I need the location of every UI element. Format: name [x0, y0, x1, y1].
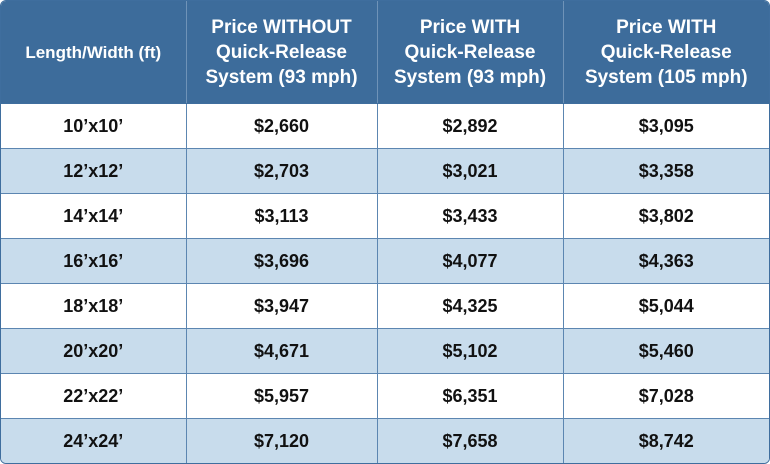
price-cell: $2,703	[186, 148, 378, 194]
price-cell: $3,113	[186, 193, 378, 239]
header-price-with-qr-105: Price WITH Quick-Release System (105 mph…	[563, 1, 769, 104]
price-cell: $4,363	[563, 238, 769, 284]
price-cell: $3,433	[377, 193, 564, 239]
price-cell: $7,120	[186, 418, 378, 463]
price-cell: $3,947	[186, 283, 378, 329]
size-cell: 12’x12’	[1, 148, 187, 194]
header-line: Length/Width (ft)	[25, 42, 162, 62]
size-cell: 24’x24’	[1, 418, 187, 463]
header-line: Quick-Release	[404, 41, 536, 63]
table-row: 24’x24’ $7,120 $7,658 $8,742	[1, 418, 769, 463]
price-cell: $3,696	[186, 238, 378, 284]
price-cell: $2,892	[377, 103, 564, 149]
size-cell: 18’x18’	[1, 283, 187, 329]
header-length-width: Length/Width (ft)	[1, 1, 187, 104]
price-cell: $3,358	[563, 148, 769, 194]
price-cell: $7,028	[563, 373, 769, 419]
table-row: 20’x20’ $4,671 $5,102 $5,460	[1, 328, 769, 374]
header-line: Quick-Release	[600, 41, 732, 63]
header-line: Price WITHOUT	[211, 16, 352, 38]
price-cell: $8,742	[563, 418, 769, 463]
header-line: Price WITH	[616, 16, 717, 38]
price-cell: $3,095	[563, 103, 769, 149]
size-cell: 22’x22’	[1, 373, 187, 419]
table-row: 16’x16’ $3,696 $4,077 $4,363	[1, 238, 769, 284]
size-cell: 14’x14’	[1, 193, 187, 239]
header-price-without-qr-93: Price WITHOUT Quick-Release System (93 m…	[186, 1, 378, 104]
price-cell: $3,021	[377, 148, 564, 194]
price-cell: $6,351	[377, 373, 564, 419]
price-cell: $3,802	[563, 193, 769, 239]
header-line: System (105 mph)	[584, 66, 748, 88]
price-cell: $5,102	[377, 328, 564, 374]
price-cell: $4,077	[377, 238, 564, 284]
header-line: Quick-Release	[216, 41, 347, 63]
price-cell: $2,660	[186, 103, 378, 149]
header-row: Length/Width (ft) Price WITHOUT Quick-Re…	[1, 1, 769, 104]
header-line: Price WITH	[419, 16, 521, 38]
table-row: 18’x18’ $3,947 $4,325 $5,044	[1, 283, 769, 329]
price-cell: $4,325	[377, 283, 564, 329]
price-cell: $5,044	[563, 283, 769, 329]
table-row: 12’x12’ $2,703 $3,021 $3,358	[1, 148, 769, 194]
table-row: 10’x10’ $2,660 $2,892 $3,095	[1, 103, 769, 149]
size-cell: 10’x10’	[1, 103, 187, 149]
header-line: System (93 mph)	[205, 66, 358, 88]
header-price-with-qr-93: Price WITH Quick-Release System (93 mph)	[377, 1, 564, 104]
price-cell: $5,460	[563, 328, 769, 374]
size-cell: 16’x16’	[1, 238, 187, 284]
price-cell: $5,957	[186, 373, 378, 419]
header-line: System (93 mph)	[393, 66, 547, 88]
table-row: 22’x22’ $5,957 $6,351 $7,028	[1, 373, 769, 419]
price-cell: $7,658	[377, 418, 564, 463]
size-cell: 20’x20’	[1, 328, 187, 374]
table-row: 14’x14’ $3,113 $3,433 $3,802	[1, 193, 769, 239]
price-cell: $4,671	[186, 328, 378, 374]
